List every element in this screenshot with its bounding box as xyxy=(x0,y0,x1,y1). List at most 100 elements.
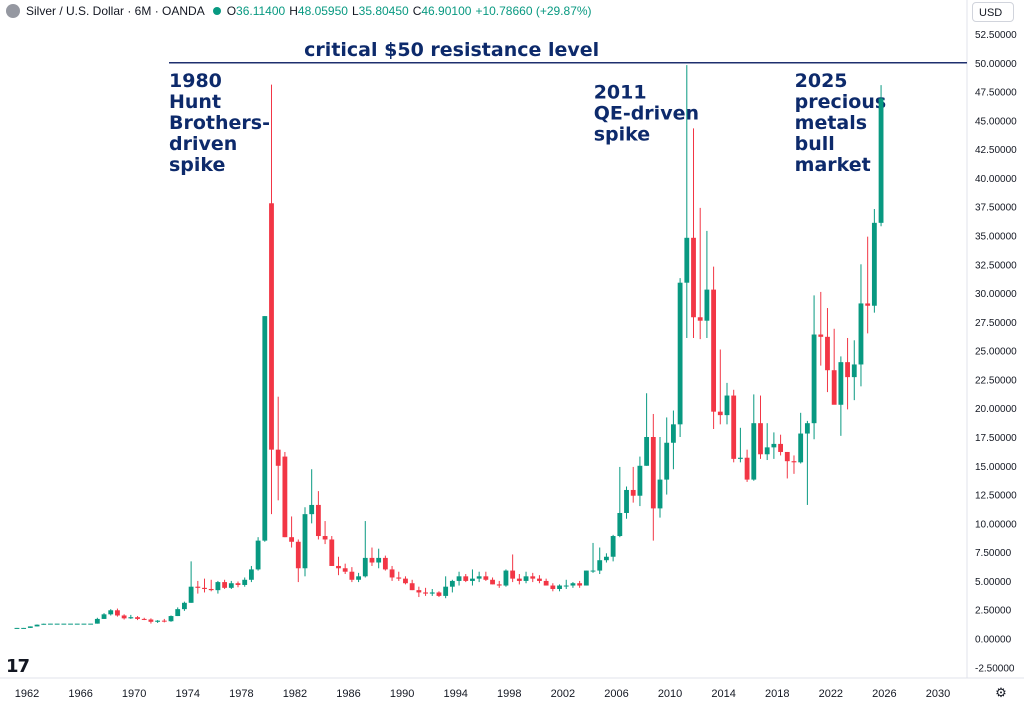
candle-body xyxy=(416,590,422,593)
candle-body xyxy=(697,317,703,321)
candle-body xyxy=(309,504,315,515)
y-tick-label: 40.00000 xyxy=(975,174,1017,185)
candle-body xyxy=(778,443,783,452)
tradingview-logo: 17 xyxy=(6,656,30,677)
candle-body xyxy=(737,457,743,459)
candle-body xyxy=(101,614,107,619)
candle-body xyxy=(496,584,502,586)
candle-body xyxy=(865,303,871,306)
candle-body xyxy=(349,571,355,580)
y-tick-label: 42.50000 xyxy=(975,145,1017,156)
symbol-title[interactable]: Silver / U.S. Dollar · 6M · OANDA xyxy=(26,4,205,18)
candle-body xyxy=(617,512,623,537)
candle-body xyxy=(717,411,723,416)
y-tick-label: 30.00000 xyxy=(975,289,1017,300)
candle-body xyxy=(369,557,375,563)
x-tick-label: 2026 xyxy=(872,688,896,700)
y-tick-label: 45.00000 xyxy=(975,116,1017,127)
candle-body xyxy=(838,362,844,405)
y-tick-label: 2.50000 xyxy=(975,606,1012,617)
y-tick-label: 50.00000 xyxy=(975,59,1017,70)
candle-body xyxy=(255,540,261,570)
candle-body xyxy=(168,616,174,622)
close-key: C xyxy=(412,4,422,18)
candle-body xyxy=(449,580,455,587)
candle-body xyxy=(550,585,556,589)
candle-body xyxy=(731,395,737,459)
x-tick-label: 2002 xyxy=(551,688,575,700)
candle-body xyxy=(818,334,824,337)
symbol-icon xyxy=(6,4,20,18)
candle-body xyxy=(691,237,696,318)
candle-body xyxy=(188,586,194,603)
annotation-line: 1980 xyxy=(169,70,222,92)
candle-body xyxy=(68,623,73,625)
x-tick-label: 1966 xyxy=(68,688,92,700)
candle-body xyxy=(362,557,368,577)
candle-body xyxy=(282,456,288,538)
y-tick-label: 12.50000 xyxy=(975,491,1017,502)
candle-body xyxy=(483,576,489,580)
x-tick-label: 1978 xyxy=(229,688,253,700)
y-tick-label: 52.50000 xyxy=(975,30,1017,41)
x-tick-label: 1982 xyxy=(283,688,307,700)
y-tick-label: 25.00000 xyxy=(975,347,1017,358)
x-tick-label: 2022 xyxy=(819,688,843,700)
candle-body xyxy=(429,592,435,594)
candle-body xyxy=(871,222,877,306)
candle-body xyxy=(202,587,207,589)
y-tick-label: 20.00000 xyxy=(975,404,1017,415)
settings-icon[interactable]: ⚙ xyxy=(995,685,1007,700)
annotation-line: Hunt xyxy=(169,91,221,113)
candle-body xyxy=(389,569,395,578)
annotation-0: 1980 Hunt Brothers-driven spike xyxy=(169,70,270,176)
candle-body xyxy=(597,560,603,571)
candle-body xyxy=(289,537,295,542)
candle-body xyxy=(262,316,268,541)
y-tick-label: 10.00000 xyxy=(975,519,1017,530)
candle-body xyxy=(543,580,549,586)
currency-button[interactable]: USD xyxy=(972,2,1014,22)
x-tick-label: 1970 xyxy=(122,688,146,700)
annotation-line: 2011 xyxy=(594,81,647,103)
candle-body xyxy=(563,585,569,587)
candle-body xyxy=(456,576,462,581)
candle-body xyxy=(275,449,281,466)
candle-body xyxy=(744,457,750,480)
candle-body xyxy=(315,504,321,537)
candle-body xyxy=(382,557,388,570)
candle-body xyxy=(523,576,529,581)
candle-body xyxy=(21,627,27,629)
y-tick-label: 47.50000 xyxy=(975,88,1017,99)
candle-body xyxy=(182,602,187,610)
candle-body xyxy=(845,362,850,378)
x-tick-label: 2030 xyxy=(926,688,950,700)
candle-body xyxy=(108,610,114,615)
candle-body xyxy=(336,565,341,569)
y-tick-label: 37.50000 xyxy=(975,203,1017,214)
candle-body xyxy=(322,536,328,540)
candle-body xyxy=(851,364,857,378)
candle-body xyxy=(704,289,710,321)
x-tick-label: 1974 xyxy=(176,688,200,700)
annotation-line: precious xyxy=(795,91,887,113)
candle-body xyxy=(503,570,509,586)
candle-body xyxy=(269,203,274,450)
x-tick-label: 2018 xyxy=(765,688,789,700)
candle-body xyxy=(630,489,636,496)
candle-body xyxy=(583,570,589,586)
candle-body xyxy=(610,536,616,557)
candle-body xyxy=(657,479,663,509)
candle-body xyxy=(121,615,127,619)
close-value: 46.90100 xyxy=(421,4,472,18)
candle-body xyxy=(222,582,228,588)
candle-body xyxy=(557,585,562,589)
candle-body xyxy=(624,489,629,513)
high-value: 48.05950 xyxy=(297,4,348,18)
candle-body xyxy=(376,557,382,563)
y-tick-label: 27.50000 xyxy=(975,318,1017,329)
candle-body xyxy=(711,289,717,412)
low-key: L xyxy=(351,4,359,18)
candle-body xyxy=(858,303,864,365)
